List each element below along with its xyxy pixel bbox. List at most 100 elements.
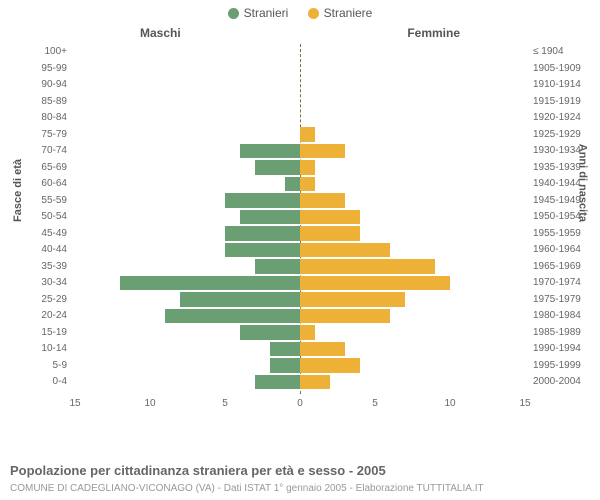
bar-female [300, 309, 390, 324]
pyramid-row: 15-191985-1989 [75, 324, 525, 341]
year-label: 1935-1939 [533, 162, 593, 173]
population-pyramid: Maschi Femmine Fasce di età Anni di nasc… [20, 22, 580, 422]
age-label: 40-44 [17, 244, 67, 255]
age-label: 15-19 [17, 327, 67, 338]
x-tick: 5 [222, 398, 228, 409]
bar-male [255, 375, 300, 390]
bar-male [225, 193, 300, 208]
legend: Stranieri Straniere [0, 0, 600, 22]
bar-male [240, 210, 300, 225]
age-label: 30-34 [17, 277, 67, 288]
age-label: 100+ [17, 46, 67, 57]
x-tick: 10 [444, 398, 455, 409]
bar-male [285, 177, 300, 192]
pyramid-row: 70-741930-1934 [75, 143, 525, 160]
year-label: 1960-1964 [533, 244, 593, 255]
legend-swatch-female [308, 8, 319, 19]
pyramid-row: 95-991905-1909 [75, 60, 525, 77]
age-label: 45-49 [17, 228, 67, 239]
age-label: 10-14 [17, 343, 67, 354]
bar-female [300, 243, 390, 258]
x-axis: 15105051015 [75, 396, 525, 416]
bar-female [300, 358, 360, 373]
bar-male [270, 342, 300, 357]
year-label: 1920-1924 [533, 112, 593, 123]
bar-male [180, 292, 300, 307]
pyramid-row: 45-491955-1959 [75, 225, 525, 242]
age-label: 20-24 [17, 310, 67, 321]
year-label: 1905-1909 [533, 63, 593, 74]
pyramid-row: 20-241980-1984 [75, 308, 525, 325]
age-label: 70-74 [17, 145, 67, 156]
pyramid-row: 75-791925-1929 [75, 126, 525, 143]
year-label: ≤ 1904 [533, 46, 593, 57]
bar-male [255, 160, 300, 175]
x-tick: 0 [297, 398, 303, 409]
year-label: 1950-1954 [533, 211, 593, 222]
pyramid-row: 65-691935-1939 [75, 159, 525, 176]
year-label: 1915-1919 [533, 96, 593, 107]
bar-male [165, 309, 300, 324]
plot-area: 100+≤ 190495-991905-190990-941910-191485… [75, 44, 525, 394]
column-title-female: Femmine [407, 26, 460, 40]
age-label: 75-79 [17, 129, 67, 140]
year-label: 1945-1949 [533, 195, 593, 206]
age-label: 90-94 [17, 79, 67, 90]
bar-male [255, 259, 300, 274]
bar-female [300, 160, 315, 175]
year-label: 2000-2004 [533, 376, 593, 387]
age-label: 0-4 [17, 376, 67, 387]
pyramid-row: 60-641940-1944 [75, 176, 525, 193]
year-label: 1985-1989 [533, 327, 593, 338]
bar-female [300, 226, 360, 241]
age-label: 25-29 [17, 294, 67, 305]
bar-male [225, 243, 300, 258]
pyramid-row: 35-391965-1969 [75, 258, 525, 275]
year-label: 1930-1934 [533, 145, 593, 156]
bar-female [300, 177, 315, 192]
age-label: 60-64 [17, 178, 67, 189]
year-label: 1970-1974 [533, 277, 593, 288]
bar-male [240, 325, 300, 340]
pyramid-row: 25-291975-1979 [75, 291, 525, 308]
x-tick: 15 [69, 398, 80, 409]
year-label: 1925-1929 [533, 129, 593, 140]
bar-female [300, 193, 345, 208]
pyramid-row: 30-341970-1974 [75, 275, 525, 292]
bar-female [300, 276, 450, 291]
year-label: 1990-1994 [533, 343, 593, 354]
x-tick: 10 [144, 398, 155, 409]
year-label: 1995-1999 [533, 360, 593, 371]
year-label: 1940-1944 [533, 178, 593, 189]
legend-item-female: Straniere [308, 6, 373, 20]
pyramid-row: 85-891915-1919 [75, 93, 525, 110]
year-label: 1910-1914 [533, 79, 593, 90]
pyramid-row: 55-591945-1949 [75, 192, 525, 209]
age-label: 80-84 [17, 112, 67, 123]
age-label: 5-9 [17, 360, 67, 371]
bar-female [300, 259, 435, 274]
bar-female [300, 144, 345, 159]
pyramid-row: 50-541950-1954 [75, 209, 525, 226]
x-tick: 5 [372, 398, 378, 409]
age-label: 50-54 [17, 211, 67, 222]
column-title-male: Maschi [140, 26, 181, 40]
pyramid-row: 90-941910-1914 [75, 77, 525, 94]
age-label: 65-69 [17, 162, 67, 173]
legend-item-male: Stranieri [228, 6, 289, 20]
chart-caption: Popolazione per cittadinanza straniera p… [10, 463, 386, 478]
year-label: 1965-1969 [533, 261, 593, 272]
bar-female [300, 127, 315, 142]
year-label: 1980-1984 [533, 310, 593, 321]
pyramid-row: 5-91995-1999 [75, 357, 525, 374]
age-label: 55-59 [17, 195, 67, 206]
age-label: 35-39 [17, 261, 67, 272]
year-label: 1975-1979 [533, 294, 593, 305]
legend-label-male: Stranieri [244, 6, 289, 20]
bar-female [300, 292, 405, 307]
pyramid-row: 40-441960-1964 [75, 242, 525, 259]
bar-male [270, 358, 300, 373]
bar-male [240, 144, 300, 159]
bar-female [300, 375, 330, 390]
legend-swatch-male [228, 8, 239, 19]
